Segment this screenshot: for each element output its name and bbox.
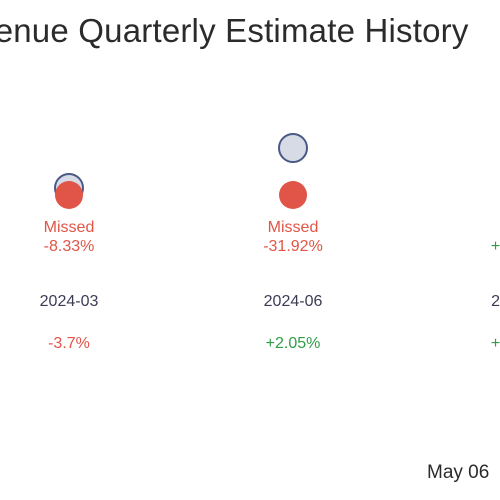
change-label: +6: [491, 335, 500, 352]
chart-title: venue Quarterly Estimate History: [0, 12, 469, 49]
actual-marker: [279, 181, 307, 209]
surprise-label: -8.33%: [44, 238, 95, 255]
quarter-label: 2024-03: [40, 293, 99, 310]
quarter-label: 2024-06: [264, 293, 323, 310]
surprise-label: +6: [491, 238, 500, 255]
change-label: -3.7%: [48, 335, 90, 352]
result-status-label: Missed: [268, 219, 319, 236]
date-stamp: May 06: [427, 462, 490, 483]
surprise-label: -31.92%: [263, 238, 323, 255]
change-label: +2.05%: [266, 335, 321, 352]
quarter-label: 20: [491, 293, 500, 310]
result-status-label: Missed: [44, 219, 95, 236]
actual-marker: [55, 181, 83, 209]
estimate-marker: [278, 133, 308, 163]
